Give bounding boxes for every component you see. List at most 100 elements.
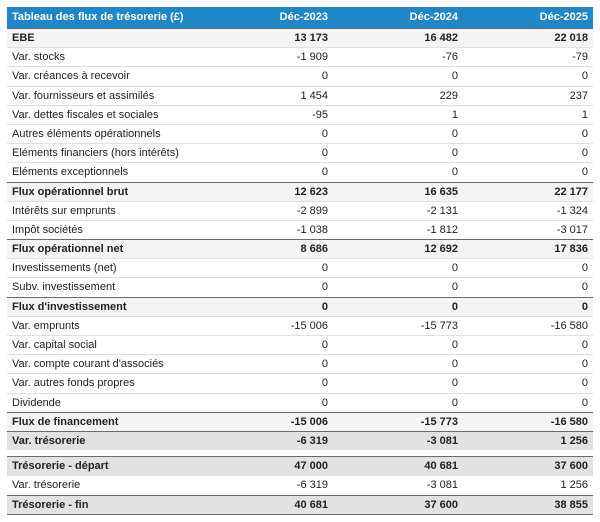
row-value-cell: 22 177 bbox=[463, 181, 593, 202]
row-value-cell: 37 600 bbox=[463, 456, 593, 476]
row-label-cell: Flux opérationnel brut bbox=[7, 181, 203, 202]
row-value-cell: 229 bbox=[333, 85, 463, 106]
table-row: Investissements (net) 0 0 0 bbox=[7, 258, 593, 278]
row-label-cell: Impôt sociétés bbox=[7, 219, 203, 240]
row-value-cell: 16 482 bbox=[333, 27, 463, 48]
table-title: Tableau des flux de trésorerie (£) bbox=[7, 7, 203, 29]
row-label-cell: Flux d'investissement bbox=[7, 296, 203, 317]
row-label-cell: EBE bbox=[7, 27, 203, 48]
row-value-cell: 0 bbox=[463, 334, 593, 355]
row-label-cell: Var. fournisseurs et assimilés bbox=[7, 85, 203, 106]
table-row: Impôt sociétés -1 038 -1 812 -3 017 bbox=[7, 219, 593, 240]
row-label-cell: Dividende bbox=[7, 392, 203, 413]
row-value-cell: 8 686 bbox=[203, 239, 333, 259]
row-value-cell: 40 681 bbox=[203, 494, 333, 515]
table-row: Autres éléments opérationnels 0 0 0 bbox=[7, 123, 593, 144]
row-value-cell: 12 692 bbox=[333, 239, 463, 259]
table-row: Flux d'investissement 0 0 0 bbox=[7, 296, 593, 317]
row-value-cell: -15 773 bbox=[333, 315, 463, 336]
row-value-cell: 0 bbox=[463, 143, 593, 163]
row-value-cell: 0 bbox=[203, 66, 333, 87]
row-label-cell: Eléments financiers (hors intérêts) bbox=[7, 143, 203, 163]
table-row: Eléments exceptionnels 0 0 0 bbox=[7, 162, 593, 182]
row-value-cell: 0 bbox=[463, 66, 593, 87]
row-label-cell: Eléments exceptionnels bbox=[7, 162, 203, 182]
spacer-cell bbox=[7, 450, 593, 457]
row-value-cell: 0 bbox=[203, 143, 333, 163]
row-label-cell: Var. autres fonds propres bbox=[7, 373, 203, 394]
row-value-cell: 0 bbox=[463, 373, 593, 394]
table-row: Trésorerie - départ 47 000 40 681 37 600 bbox=[7, 456, 593, 476]
row-value-cell: 0 bbox=[203, 162, 333, 182]
row-value-cell: 0 bbox=[333, 162, 463, 182]
row-label-cell: Flux opérationnel net bbox=[7, 239, 203, 259]
table-row: Var. emprunts -15 006 -15 773 -16 580 bbox=[7, 315, 593, 336]
row-value-cell: 13 173 bbox=[203, 27, 333, 48]
row-value-cell: -3 081 bbox=[333, 430, 463, 451]
table-row: Var. fournisseurs et assimilés 1 454 229 23… bbox=[7, 85, 593, 106]
row-value-cell: 0 bbox=[203, 123, 333, 144]
row-value-cell: 0 bbox=[333, 66, 463, 87]
row-value-cell: -6 319 bbox=[203, 475, 333, 495]
row-label-cell: Var. trésorerie bbox=[7, 475, 203, 495]
row-value-cell: 0 bbox=[463, 277, 593, 298]
row-value-cell: 0 bbox=[333, 373, 463, 394]
column-header-dec-2024: Déc-2024 bbox=[333, 7, 463, 29]
row-label-cell: Var. capital social bbox=[7, 334, 203, 355]
table-header-row: Tableau des flux de trésorerie (£) Déc-2… bbox=[7, 7, 593, 29]
row-value-cell: -3 081 bbox=[333, 475, 463, 495]
row-label-cell: Intérêts sur emprunts bbox=[7, 200, 203, 221]
table-row: EBE 13 173 16 482 22 018 bbox=[7, 27, 593, 48]
row-value-cell: 12 623 bbox=[203, 181, 333, 202]
row-value-cell: 1 454 bbox=[203, 85, 333, 106]
row-value-cell: -1 324 bbox=[463, 200, 593, 221]
row-value-cell: 0 bbox=[463, 354, 593, 374]
column-header-dec-2025: Déc-2025 bbox=[463, 7, 593, 29]
table-row: Var. créances à recevoir 0 0 0 bbox=[7, 66, 593, 87]
row-label-cell: Var. emprunts bbox=[7, 315, 203, 336]
row-label-cell: Investissements (net) bbox=[7, 258, 203, 278]
row-value-cell: -79 bbox=[463, 47, 593, 67]
table-row: Var. stocks -1 909 -76 -79 bbox=[7, 47, 593, 67]
row-value-cell: 1 bbox=[333, 104, 463, 125]
row-value-cell: 0 bbox=[203, 373, 333, 394]
row-value-cell: 0 bbox=[463, 162, 593, 182]
row-value-cell: -1 812 bbox=[333, 219, 463, 240]
row-value-cell: 0 bbox=[203, 296, 333, 317]
row-value-cell: -15 006 bbox=[203, 411, 333, 432]
row-value-cell: 1 bbox=[463, 104, 593, 125]
row-value-cell: 1 256 bbox=[463, 430, 593, 451]
row-value-cell: 0 bbox=[463, 296, 593, 317]
row-value-cell: -76 bbox=[333, 47, 463, 67]
row-value-cell: 0 bbox=[333, 123, 463, 144]
table-row: Subv. investissement 0 0 0 bbox=[7, 277, 593, 298]
row-value-cell: 0 bbox=[203, 354, 333, 374]
row-value-cell: -6 319 bbox=[203, 430, 333, 451]
row-value-cell: 1 256 bbox=[463, 475, 593, 495]
table-spacer-row bbox=[7, 450, 593, 457]
row-value-cell: 0 bbox=[333, 296, 463, 317]
row-value-cell: -16 580 bbox=[463, 315, 593, 336]
row-value-cell: 0 bbox=[463, 123, 593, 144]
row-label-cell: Var. créances à recevoir bbox=[7, 66, 203, 87]
table-row: Var. autres fonds propres 0 0 0 bbox=[7, 373, 593, 394]
table-row: Var. capital social 0 0 0 bbox=[7, 334, 593, 355]
row-label-cell: Trésorerie - fin bbox=[7, 494, 203, 515]
row-value-cell: 0 bbox=[333, 392, 463, 413]
table-row: Var. compte courant d'associés 0 0 0 bbox=[7, 354, 593, 374]
row-value-cell: 47 000 bbox=[203, 456, 333, 476]
row-value-cell: 17 836 bbox=[463, 239, 593, 259]
table-row: Flux de financement -15 006 -15 773 -16 580 bbox=[7, 411, 593, 432]
row-label-cell: Var. dettes fiscales et sociales bbox=[7, 104, 203, 125]
row-value-cell: 237 bbox=[463, 85, 593, 106]
row-value-cell: 0 bbox=[333, 334, 463, 355]
row-label-cell: Subv. investissement bbox=[7, 277, 203, 298]
row-value-cell: 0 bbox=[333, 258, 463, 278]
table-row: Var. trésorerie -6 319 -3 081 1 256 bbox=[7, 475, 593, 495]
row-value-cell: 0 bbox=[463, 258, 593, 278]
row-value-cell: 0 bbox=[333, 143, 463, 163]
table-row: Flux opérationnel brut 12 623 16 635 22 177 bbox=[7, 181, 593, 202]
table-body: EBE 13 173 16 482 22 018 Var. stocks -1 909 -7… bbox=[7, 27, 593, 515]
row-label-cell: Var. stocks bbox=[7, 47, 203, 67]
